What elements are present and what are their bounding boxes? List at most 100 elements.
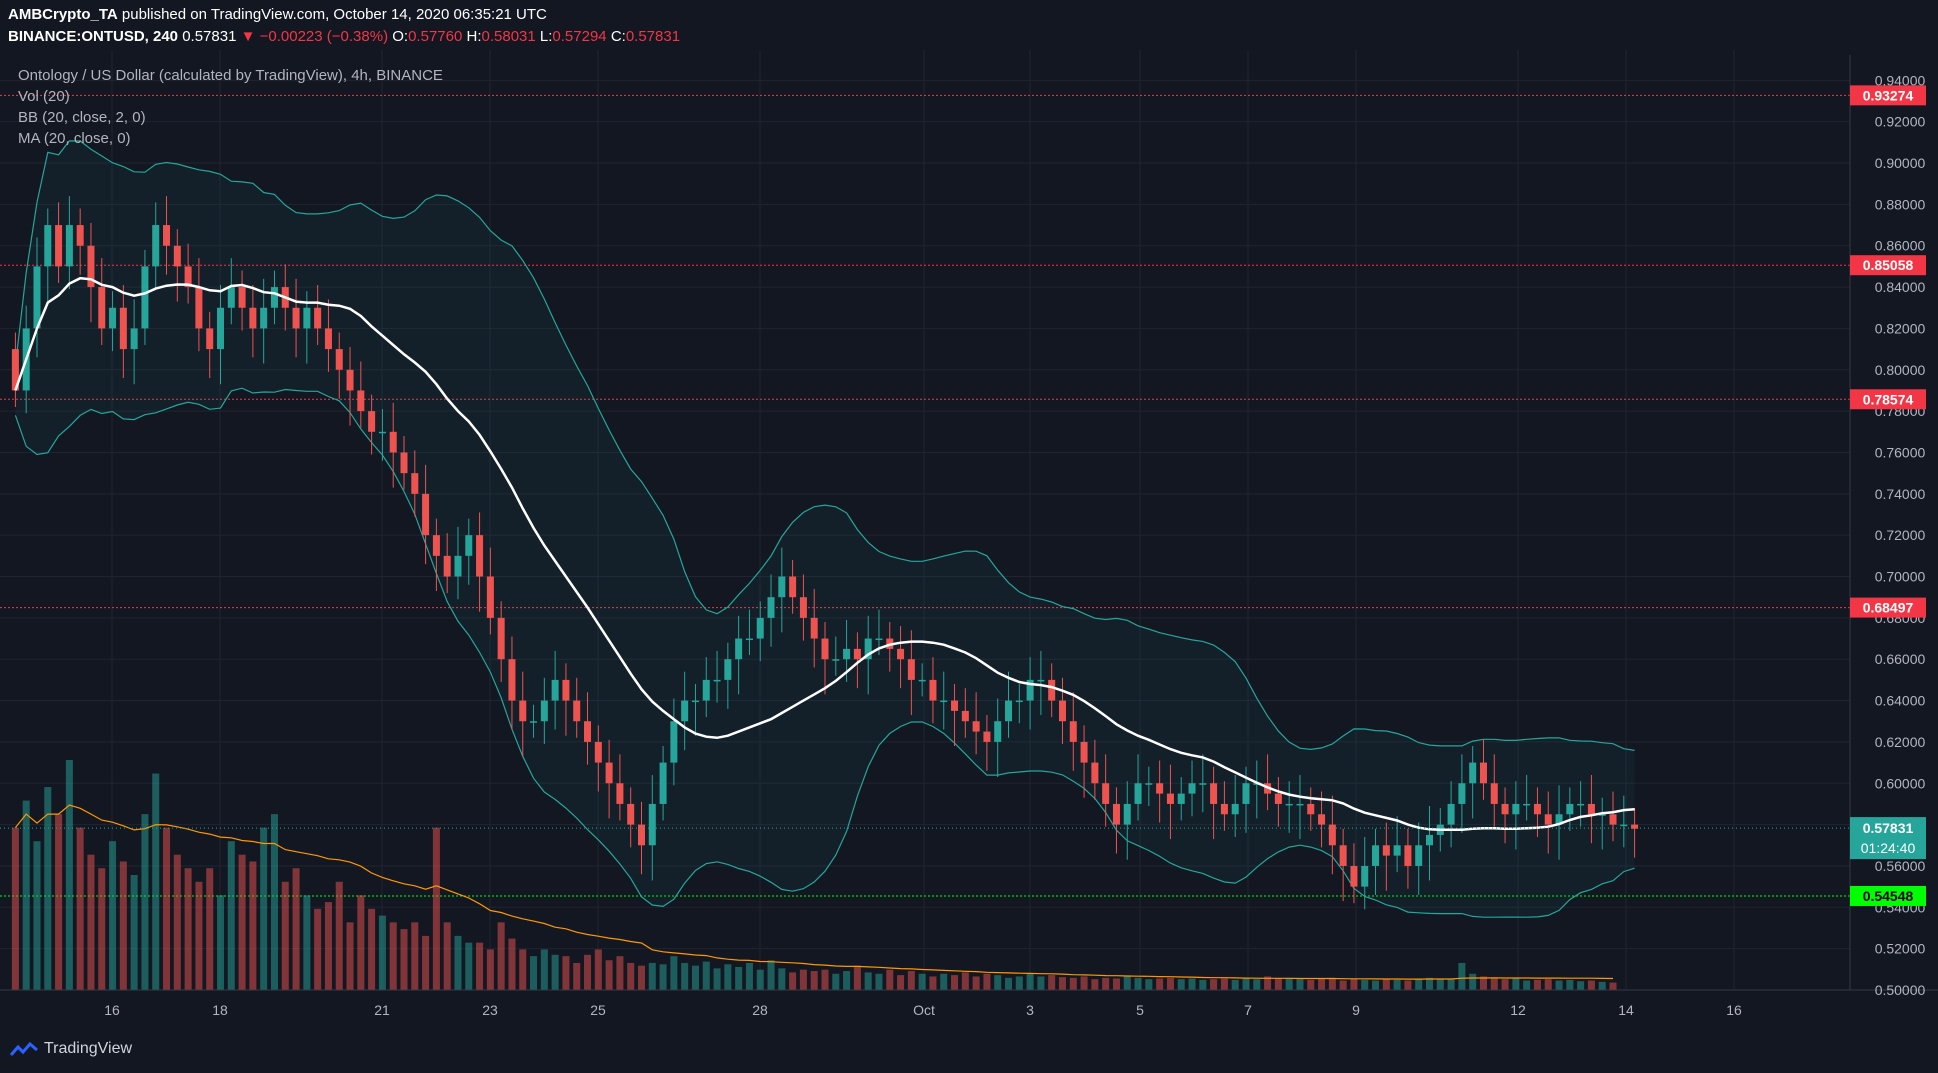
price-chart[interactable]: 0.94000 0.92000 0.90000 0.88000 0.86000 0.840… — [0, 0, 1938, 1036]
volume-bar — [1361, 979, 1369, 990]
candle-body — [1566, 803, 1574, 815]
candle-body — [270, 287, 278, 308]
price-axis: 0.94000 0.92000 0.90000 0.88000 0.86000 0.840… — [1875, 72, 1926, 998]
bb-legend[interactable]: BB (20, close, 2, 0) — [18, 109, 146, 126]
volume-bar — [1145, 979, 1153, 990]
ohlc-header: BINANCE:ONTUSD, 240 0.57831 ▼ −0.00223 (… — [8, 28, 680, 45]
candle-body — [1458, 783, 1466, 804]
volume-bar — [1005, 977, 1013, 990]
volume-bar — [378, 915, 386, 990]
candle-body — [163, 225, 171, 246]
candle-body — [1220, 803, 1228, 815]
volume-bar — [389, 922, 397, 990]
candle-body — [1523, 803, 1531, 806]
volume-bar — [1285, 977, 1293, 990]
chart-title: Ontology / US Dollar (calculated by Trad… — [18, 67, 443, 84]
level-tag — [1850, 597, 1926, 618]
y-tick-label: 0.74000 — [1875, 486, 1926, 502]
publisher-name[interactable]: AMBCrypto_TA — [8, 6, 118, 23]
candle-body — [778, 576, 786, 598]
level-tag-label: 0.78574 — [1863, 391, 1914, 407]
volume-bar — [821, 969, 829, 990]
level-tag-label: 0.93274 — [1863, 87, 1914, 103]
candle-body — [1361, 865, 1369, 887]
candle-body — [432, 535, 440, 556]
candle-body — [1123, 803, 1131, 825]
volume-bar — [357, 895, 365, 990]
volume-bar — [465, 942, 473, 990]
volume-bar — [540, 949, 548, 990]
volume-bar — [767, 960, 775, 990]
y-tick-label: 0.52000 — [1875, 941, 1926, 957]
candle-body — [335, 349, 343, 370]
volume-bar — [206, 868, 214, 990]
volume-bar — [594, 949, 602, 990]
x-tick-label: 23 — [482, 1002, 498, 1018]
x-tick-label: 14 — [1618, 1002, 1634, 1018]
volume-bar — [551, 954, 559, 990]
candle-body — [465, 535, 473, 556]
volume-bar — [1533, 979, 1541, 990]
candle-body — [368, 411, 376, 432]
candle-body — [1587, 803, 1595, 815]
ma-legend[interactable]: MA (20, close, 0) — [18, 130, 131, 147]
candle-body — [756, 617, 764, 639]
volume-bar — [76, 827, 84, 990]
volume-bar — [411, 922, 419, 990]
candle-body — [1318, 814, 1326, 825]
symbol-label: BINANCE:ONTUSD, 240 — [8, 28, 179, 45]
volume-bar — [303, 895, 311, 990]
candle-body — [443, 555, 451, 577]
level-tag-label: 0.54548 — [1863, 888, 1914, 904]
volume-bar — [1015, 976, 1023, 990]
candle-body — [983, 731, 991, 742]
chart-grid — [0, 50, 1850, 991]
candle-body — [1609, 814, 1617, 825]
volume-bar — [55, 814, 63, 990]
x-tick-label: 9 — [1352, 1002, 1360, 1018]
candle-body — [1015, 700, 1023, 703]
volume-bars — [11, 760, 1617, 990]
candle-body — [648, 803, 656, 846]
candle-body — [627, 803, 635, 825]
candle-body — [1069, 721, 1077, 742]
volume-bar — [432, 827, 440, 990]
candle-body — [951, 700, 959, 711]
level-tag-label: 0.68497 — [1863, 600, 1914, 616]
candle-body — [637, 824, 645, 846]
publish-info: AMBCrypto_TA published on TradingView.co… — [8, 6, 547, 23]
volume-bar — [1037, 976, 1045, 990]
bollinger-band-fill — [15, 140, 1635, 918]
volume-bar — [691, 965, 699, 990]
candle-body — [1166, 793, 1174, 804]
candle-body — [670, 721, 678, 763]
last-price: 0.57831 — [182, 28, 237, 45]
volume-bar — [184, 868, 192, 990]
candle-body — [573, 700, 581, 722]
y-tick-label: 0.50000 — [1875, 982, 1926, 998]
volume-bar — [281, 881, 289, 990]
volume-bar — [1609, 982, 1617, 990]
volume-bar — [1156, 978, 1164, 990]
candle-body — [119, 307, 127, 350]
open-label: O: — [392, 28, 409, 45]
candle-body — [508, 659, 516, 701]
candle-body — [1058, 700, 1066, 722]
volume-bar — [713, 968, 721, 990]
candle-body — [1102, 783, 1110, 804]
candle-body — [1177, 793, 1185, 804]
candle-body — [1210, 783, 1218, 804]
candle-body — [1555, 814, 1563, 825]
y-tick-label: 0.92000 — [1875, 114, 1926, 130]
volume-bar — [443, 922, 451, 990]
candle-body — [227, 287, 235, 308]
y-tick-label: 0.86000 — [1875, 238, 1926, 254]
vol-legend[interactable]: Vol (20) — [18, 88, 70, 105]
candle-body — [562, 679, 570, 701]
volume-bar — [1404, 980, 1412, 990]
candle-body — [832, 659, 840, 661]
volume-bar — [1382, 979, 1390, 990]
tradingview-logo[interactable]: TradingView — [10, 1040, 132, 1058]
candle-body — [821, 638, 829, 660]
volume-bar — [227, 841, 235, 990]
